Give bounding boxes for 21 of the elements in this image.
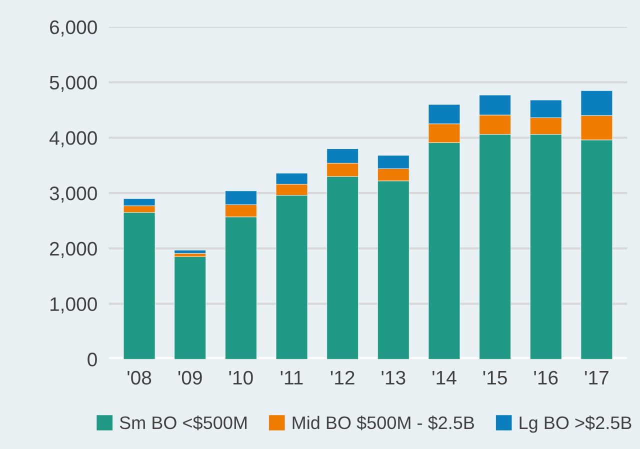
y-tick-label: 3,000	[50, 186, 97, 203]
y-tick-label: 1,000	[50, 297, 97, 314]
x-tick-label: '14	[432, 371, 456, 384]
x-tick-label: '09	[178, 370, 202, 385]
x-tick-label: '16	[534, 370, 558, 385]
x-tick-label: '11	[280, 371, 303, 384]
bar	[174, 250, 206, 254]
y-tick-label: 2,000	[50, 242, 97, 258]
x-tick-label: '15	[483, 371, 507, 385]
x-tick-label: '13	[382, 370, 406, 385]
legend-label: Lg BO >$2.5B	[520, 416, 632, 433]
y-tick-label: 5,000	[50, 76, 97, 92]
legend-label: Sm BO <$500M	[120, 416, 247, 430]
legend-label: Mid BO $500M - $2.5B	[292, 416, 474, 430]
y-tick-label: 0	[88, 352, 97, 366]
x-tick-label: '10	[229, 370, 253, 385]
x-tick-label: '17	[585, 371, 608, 384]
y-tick-label: 4,000	[49, 131, 97, 148]
x-tick-label: '08	[128, 370, 152, 385]
x-tick-label: '12	[330, 370, 354, 384]
y-tick-label: 6,000	[50, 20, 97, 36]
